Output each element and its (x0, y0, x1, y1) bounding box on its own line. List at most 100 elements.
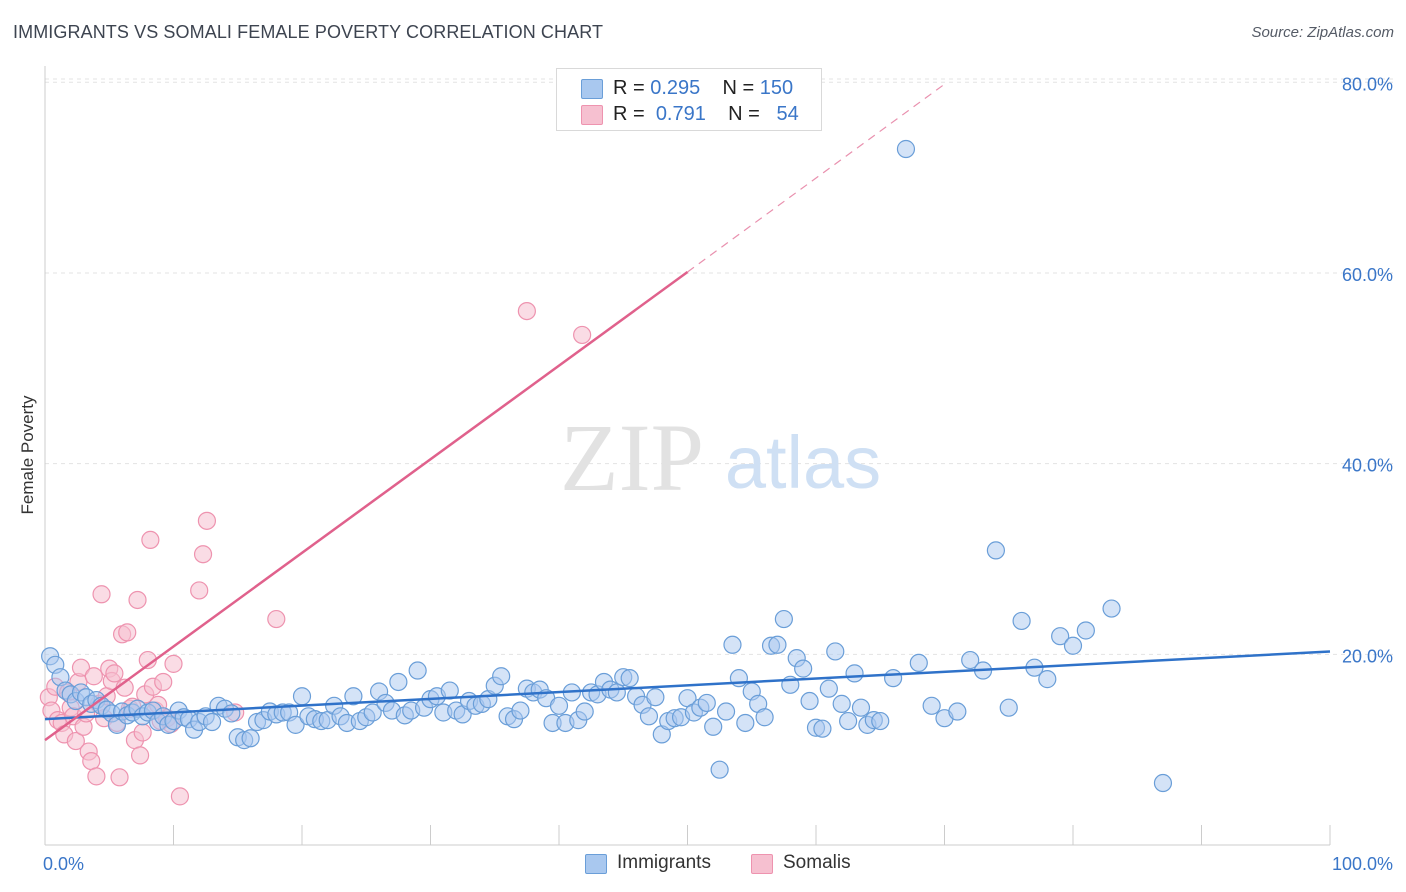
immigrants-point (292, 687, 312, 706)
immigrants-point (363, 703, 382, 722)
immigrants-point (389, 672, 408, 692)
immigrants-point (607, 683, 626, 702)
y-tick-label: 60.0% (1342, 265, 1393, 285)
somalis-point (66, 731, 85, 751)
immigrants-point (549, 696, 569, 715)
immigrants-point (222, 704, 241, 723)
immigrants-point (286, 715, 305, 734)
y-tick-label: 40.0% (1342, 456, 1393, 476)
immigrants-point (1153, 773, 1173, 793)
immigrants-point (1051, 627, 1070, 646)
y-tick-label: 20.0% (1342, 646, 1393, 666)
immigrants-point (575, 702, 594, 721)
y-tick-label: 80.0% (1342, 74, 1393, 94)
somalis-point (197, 511, 217, 530)
immigrants-point (819, 679, 838, 698)
somalis-point (82, 752, 101, 771)
legend-somalis-stats: R = 0.791 N = 54 (613, 103, 799, 125)
immigrants-point (723, 635, 742, 654)
immigrants-point (736, 713, 755, 733)
immigrants-point (241, 729, 260, 748)
chart-title: IMMIGRANTS VS SOMALI FEMALE POVERTY CORR… (13, 22, 604, 42)
somalis-point (128, 590, 147, 610)
immigrants-point (948, 702, 967, 721)
immigrants-point (845, 664, 864, 683)
somalis-point (164, 654, 183, 673)
immigrants-swatch (581, 79, 603, 99)
immigrants-point (710, 760, 729, 779)
somalis-point (170, 787, 190, 806)
immigrants-point (832, 694, 851, 713)
somalis-swatch (581, 105, 603, 125)
immigrants-point (1102, 599, 1121, 618)
immigrants-point (999, 698, 1018, 717)
immigrants-point (492, 667, 511, 686)
somalis-point (517, 301, 536, 321)
somalis-point (154, 672, 173, 692)
immigrants-point (774, 609, 793, 629)
somalis-point (193, 545, 213, 564)
trend-lines (44, 83, 1331, 742)
source-label: Source: ZipAtlas.com (1251, 24, 1394, 41)
immigrants-point (1063, 636, 1083, 655)
immigrants-point (646, 688, 665, 707)
immigrants-point (511, 701, 530, 720)
immigrants-point (794, 659, 813, 678)
immigrants-point (839, 711, 858, 731)
somalis-point (133, 723, 152, 742)
x-tick-label-right: 100.0% (1332, 854, 1393, 874)
immigrants-point (1038, 670, 1057, 689)
bottom-immigrants-label: Immigrants (617, 852, 711, 873)
somalis-trend-extension (687, 83, 945, 273)
watermark-zip: ZIP (560, 404, 704, 511)
immigrants-point (639, 707, 659, 726)
y-axis-title: Female Poverty (18, 395, 37, 515)
immigrants-point (768, 635, 787, 654)
immigrants-point (813, 719, 832, 738)
somalis-point (92, 585, 111, 604)
somalis-point (573, 325, 592, 345)
somalis-point (105, 664, 124, 683)
immigrants-point (883, 669, 903, 688)
immigrants-point (986, 541, 1006, 560)
somalis-point (130, 746, 150, 765)
immigrants-point (202, 712, 222, 732)
somalis-point (118, 623, 137, 642)
bottom-immigrants-swatch (585, 854, 607, 874)
somalis-point (267, 609, 286, 629)
immigrants-point (1012, 611, 1031, 631)
somalis-point (84, 667, 103, 686)
bottom-somalis-swatch (751, 854, 773, 874)
watermark-atlas: atlas (725, 421, 881, 504)
immigrants-trend-line (44, 650, 1331, 721)
watermark: ZIP atlas (560, 404, 881, 511)
immigrants-point (344, 687, 363, 706)
somalis-point (110, 768, 129, 787)
immigrants-point (704, 717, 723, 736)
immigrants-point (826, 642, 845, 661)
grid-lines (45, 78, 1393, 655)
immigrants-point (922, 696, 941, 715)
immigrants-point (716, 702, 736, 721)
legend-immigrants-stats: R = 0.295 N = 150 (613, 77, 794, 99)
immigrants-point (755, 708, 774, 727)
immigrants-point (697, 693, 716, 713)
immigrants-point (896, 139, 916, 159)
somalis-point (71, 658, 91, 677)
immigrants-point (620, 669, 639, 688)
immigrants-point (961, 650, 980, 670)
somalis-point (190, 581, 209, 600)
correlation-legend: R = 0.295 N = 150 R = 0.791 N = 54 (556, 68, 822, 131)
bottom-somalis-label: Somalis (783, 852, 851, 873)
x-tick-label-left: 0.0% (43, 854, 84, 874)
y-tick-labels: 20.0% 40.0% 60.0% 80.0% (1342, 74, 1393, 666)
somalis-point (87, 767, 106, 786)
immigrants-point (909, 653, 928, 673)
somalis-point (141, 530, 160, 550)
immigrants-point (851, 698, 871, 717)
immigrants-point (800, 691, 819, 711)
immigrants-point (1076, 621, 1095, 640)
somalis-trend-line (44, 270, 689, 742)
immigrants-point (871, 711, 890, 731)
